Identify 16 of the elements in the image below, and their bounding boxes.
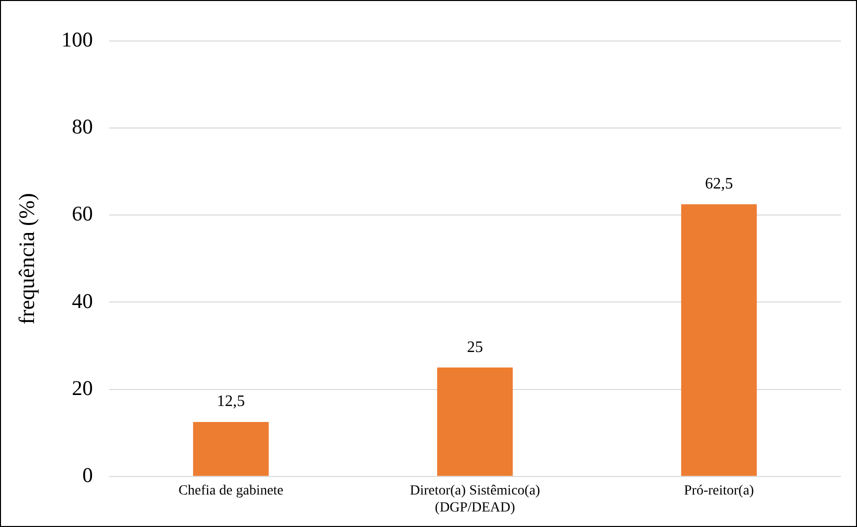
- y-tick-label: 20: [72, 376, 93, 400]
- data-label: 62,5: [704, 175, 733, 192]
- y-tick-label: 0: [82, 462, 93, 487]
- x-tick-label: Pró-reitor(a): [684, 483, 754, 498]
- bar: [193, 422, 269, 476]
- y-tick-label: 60: [72, 202, 93, 226]
- data-label: 12,5: [216, 393, 245, 410]
- bar: [437, 368, 513, 476]
- x-tick-label: Chefia de gabinete: [178, 483, 284, 498]
- y-tick-label: 80: [72, 114, 93, 139]
- y-axis-title: frequência (%): [14, 193, 39, 324]
- data-label: 25: [466, 338, 483, 356]
- bar: [681, 204, 757, 476]
- x-tick-label: Diretor(a) Sistêmico(a) (DGP/DEAD): [410, 483, 540, 516]
- y-tick-label: 100: [61, 28, 93, 52]
- y-tick-label: 40: [72, 288, 93, 313]
